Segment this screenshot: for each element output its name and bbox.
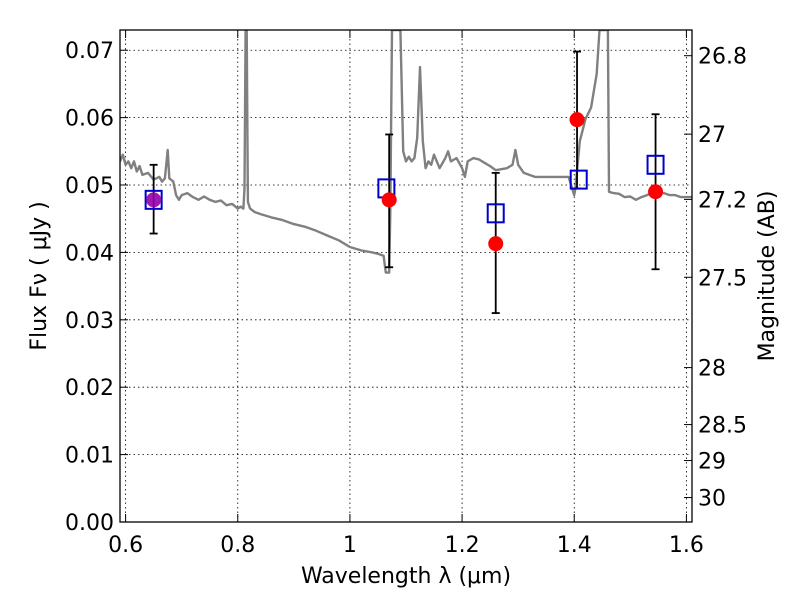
right-tick-label: 27.5: [698, 266, 747, 291]
y-tick-label: 0.02: [65, 376, 114, 401]
y-tick-label: 0.06: [65, 107, 114, 132]
right-tick-label: 27: [698, 123, 726, 148]
y-tick-label: 0.00: [65, 511, 114, 536]
y-tick-label: 0.05: [65, 174, 114, 199]
observed-flux-point: [381, 192, 397, 208]
plot-frame: [119, 29, 693, 523]
y-tick-labels: 0.00 0.01 0.02 0.03 0.04 0.05 0.06 0.07: [65, 39, 114, 536]
right-tick-labels: 26.8 27 27.2 27.5 28 28.5 29 30: [698, 45, 747, 512]
y-tick-label: 0.04: [65, 241, 114, 266]
right-tick-label: 27.2: [698, 188, 747, 213]
x-tick-label: 0.6: [108, 533, 143, 558]
x-tick-label: 1.2: [445, 533, 480, 558]
right-tick-label: 29: [698, 450, 726, 475]
model-flux-square: [569, 169, 588, 190]
model-flux-square: [486, 203, 505, 224]
x-axis-title: Wavelength λ (μm): [301, 564, 511, 589]
observed-flux-point: [648, 184, 664, 200]
x-tick-label: 1: [343, 533, 357, 558]
right-tick-label: 30: [698, 487, 726, 512]
axis-ticks: [120, 30, 692, 523]
x-tick-label: 0.8: [220, 533, 255, 558]
model-flux-squares-layer: [144, 154, 665, 224]
right-tick-label: 28.5: [698, 414, 747, 439]
y-tick-label: 0.01: [65, 444, 114, 469]
x-tick-label: 1.4: [557, 533, 592, 558]
observed-flux-point: [488, 236, 504, 252]
x-tick-label: 1.6: [669, 533, 704, 558]
y-axis-title: Flux Fν ( μJy ): [27, 201, 52, 350]
model-spectrum-line: [120, 30, 692, 274]
right-tick-label: 28: [698, 357, 726, 382]
observed-flux-points-layer: [146, 112, 664, 252]
plot-background: [120, 30, 692, 522]
observed-flux-point: [569, 112, 585, 128]
model-flux-square: [144, 189, 163, 210]
observed-flux-point: [146, 192, 162, 208]
y-tick-label: 0.07: [65, 39, 114, 64]
right-tick-label: 26.8: [698, 45, 747, 70]
model-spectrum-layer: [120, 30, 692, 274]
y-tick-label: 0.03: [65, 309, 114, 334]
x-tick-labels: 0.6 0.8 1 1.2 1.4 1.6: [108, 533, 704, 558]
right-axis-title: Magnitude (AB): [755, 191, 780, 362]
model-flux-square: [646, 154, 665, 175]
